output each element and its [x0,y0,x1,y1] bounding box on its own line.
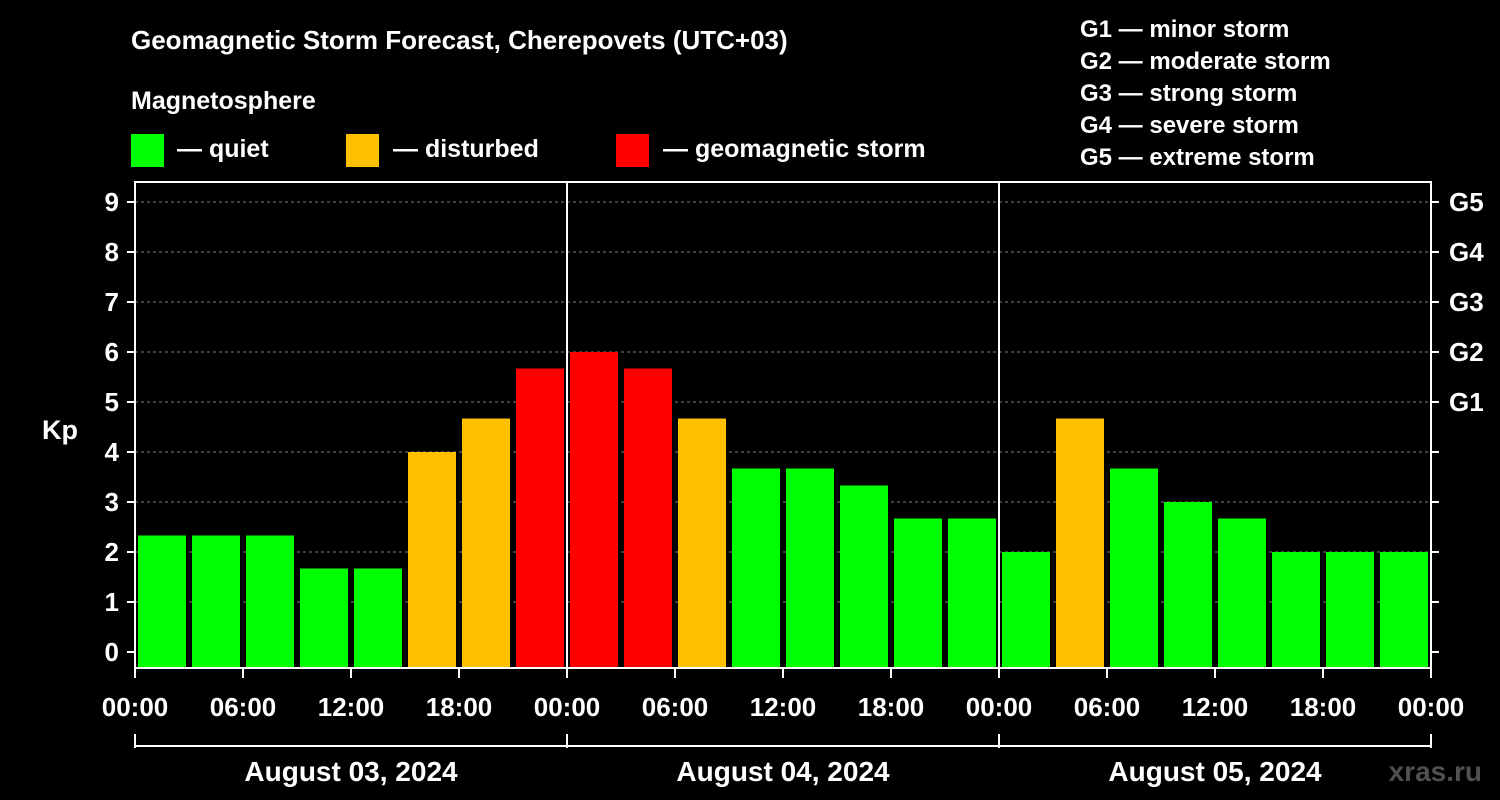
bar-h54 [1110,468,1158,668]
g-scale-g1: G1 — minor storm [1080,16,1289,43]
legend-title: Magnetosphere [131,87,316,115]
x-tick-label: 00:00 [102,692,169,722]
bar-h15 [408,452,456,668]
bar-h0 [138,535,186,668]
y-tick-label: 8 [105,237,119,267]
bar-h9 [300,568,348,668]
y-tick-label: 7 [105,287,119,317]
legend-label-disturbed: — disturbed [393,135,539,163]
y-tick-label: 0 [105,637,119,667]
bar-h45 [948,518,996,668]
legend-swatch-storm [616,134,649,167]
x-tick-label: 12:00 [1182,692,1249,722]
tick-labels: 0 1 2 3 4 5 6 7 8 9 G1 G2 G3 G4 G5 00:00 06:00 12:00 18:00… [102,187,1484,787]
bar-h6 [246,535,294,668]
chart-title: Geomagnetic Storm Forecast, Cherepovets … [131,25,788,55]
bar-h30 [678,418,726,668]
bar-h63 [1272,552,1320,668]
y-tick-label: 3 [105,487,119,517]
bar-h42 [894,518,942,668]
bar-h39 [840,485,888,668]
g-scale-g2: G2 — moderate storm [1080,48,1331,75]
y-tick-label: 2 [105,537,119,567]
g-level-label: G5 [1449,187,1484,217]
y-tick-label: 5 [105,387,119,417]
x-tick-label: 06:00 [642,692,709,722]
legend-swatch-quiet [131,134,164,167]
bar-h48 [1002,552,1050,668]
legend-label-storm: — geomagnetic storm [663,135,926,163]
g-level-label: G4 [1449,237,1484,267]
bar-h24 [570,352,618,668]
g-scale-g5: G5 — extreme storm [1080,144,1315,171]
bar-h12 [354,568,402,668]
g-level-label: G1 [1449,387,1484,417]
x-tick-label: 06:00 [210,692,277,722]
bar-h27 [624,368,672,668]
x-tick-label: 18:00 [1290,692,1357,722]
legend-label-quiet: — quiet [177,135,269,163]
x-tick-label: 00:00 [534,692,601,722]
x-tick-label: 06:00 [1074,692,1141,722]
g-scale-g4: G4 — severe storm [1080,112,1299,139]
bar-h36 [786,468,834,668]
x-tick-label: 00:00 [966,692,1033,722]
legend-swatch-disturbed [346,134,379,167]
bar-h57 [1164,502,1212,668]
g-level-label: G2 [1449,337,1484,367]
bar-h66 [1326,552,1374,668]
bar-h60 [1218,518,1266,668]
g-scale-g3: G3 — strong storm [1080,80,1297,107]
bar-h69 [1380,552,1428,668]
day-label: August 04, 2024 [676,756,890,787]
bar-h18 [462,418,510,668]
watermark: xras.ru [1389,756,1482,787]
day-label: August 05, 2024 [1108,756,1322,787]
y-axis-label: Kp [42,415,78,445]
g-level-label: G3 [1449,287,1484,317]
gridlines [135,201,1431,603]
bar-h51 [1056,418,1104,668]
y-tick-label: 1 [105,587,119,617]
x-tick-label: 12:00 [318,692,385,722]
bar-h21 [516,368,564,668]
bar-h3 [192,535,240,668]
axes [127,181,1439,748]
x-tick-label: 18:00 [426,692,493,722]
y-tick-label: 4 [105,437,120,467]
x-tick-label: 18:00 [858,692,925,722]
x-tick-label: 00:00 [1398,692,1465,722]
y-tick-label: 6 [105,337,119,367]
x-tick-label: 12:00 [750,692,817,722]
bar-h33 [732,468,780,668]
y-tick-label: 9 [105,187,119,217]
bars [138,352,1428,668]
day-label: August 03, 2024 [244,756,458,787]
